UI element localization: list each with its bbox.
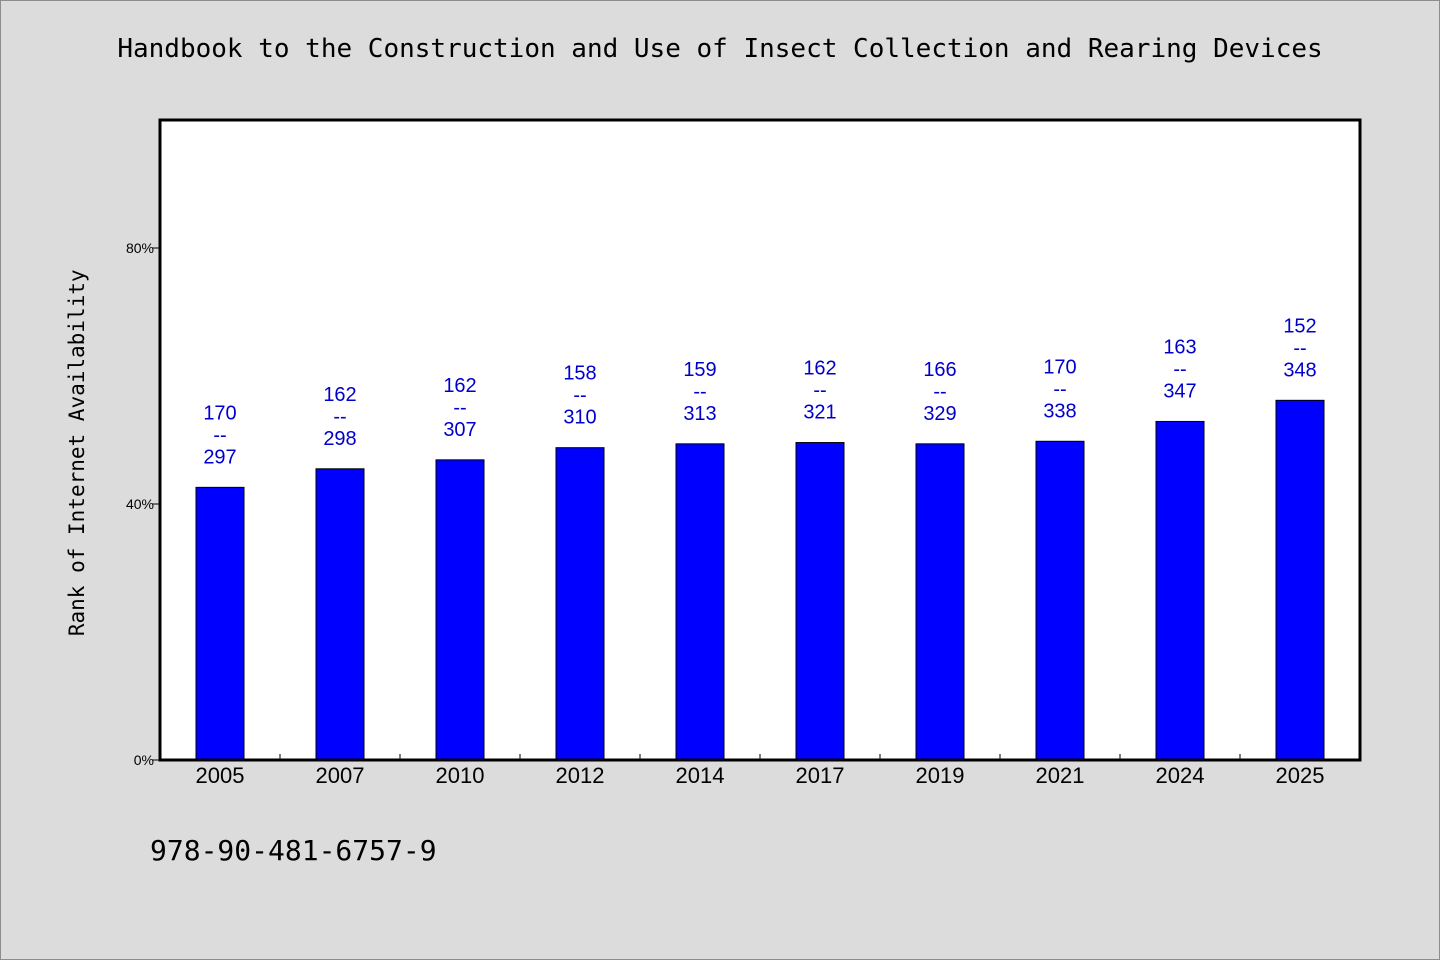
y-tick-label-0: 0% bbox=[134, 752, 154, 768]
data-label-2005-1: -- bbox=[213, 424, 226, 446]
data-label-2007-0: 162 bbox=[323, 384, 356, 406]
x-tick-label-2012: 2012 bbox=[556, 763, 605, 788]
data-label-2019-1: -- bbox=[933, 381, 946, 403]
data-label-2019-2: 329 bbox=[923, 403, 956, 425]
x-tick-label-2025: 2025 bbox=[1276, 763, 1325, 788]
x-tick-label-2005: 2005 bbox=[196, 763, 245, 788]
bar-2021 bbox=[1035, 440, 1085, 761]
bar-2007 bbox=[315, 468, 365, 761]
bar-2019 bbox=[915, 443, 965, 761]
data-label-2021-1: -- bbox=[1053, 378, 1066, 400]
data-label-2010-1: -- bbox=[453, 397, 466, 419]
data-label-2025-2: 348 bbox=[1283, 359, 1316, 381]
data-label-2012-0: 158 bbox=[563, 363, 596, 385]
data-label-2024-1: -- bbox=[1173, 358, 1186, 380]
y-axis-label: Rank of Internet Availability bbox=[65, 269, 89, 636]
bar-2024 bbox=[1155, 420, 1205, 761]
y-tick-label-80: 80% bbox=[126, 240, 154, 256]
isbn-text: 978-90-481-6757-9 bbox=[150, 834, 437, 867]
x-tick-label-2007: 2007 bbox=[316, 763, 365, 788]
data-label-2025-1: -- bbox=[1293, 337, 1306, 359]
x-tick-label-2017: 2017 bbox=[796, 763, 845, 788]
bar-2012 bbox=[555, 447, 605, 761]
data-label-2021-2: 338 bbox=[1043, 400, 1076, 422]
data-label-2010-0: 162 bbox=[443, 375, 476, 397]
data-label-2007-2: 298 bbox=[323, 428, 356, 450]
x-tick-label-2024: 2024 bbox=[1156, 763, 1205, 788]
data-label-2021-0: 170 bbox=[1043, 356, 1076, 378]
data-label-2010-2: 307 bbox=[443, 419, 476, 441]
plot-border bbox=[158, 118, 1362, 762]
data-label-2024-0: 163 bbox=[1163, 336, 1196, 358]
data-label-2014-2: 313 bbox=[683, 403, 716, 425]
data-label-2005-0: 170 bbox=[203, 402, 236, 424]
x-tick-label-2019: 2019 bbox=[916, 763, 965, 788]
data-label-2012-2: 310 bbox=[563, 407, 596, 429]
x-tick-label-2010: 2010 bbox=[436, 763, 485, 788]
data-label-2017-1: -- bbox=[813, 380, 826, 402]
bar-2014 bbox=[675, 443, 725, 761]
data-label-2014-1: -- bbox=[693, 381, 706, 403]
data-label-2005-2: 297 bbox=[203, 446, 236, 468]
bar-2017 bbox=[795, 442, 845, 761]
bar-2025 bbox=[1275, 399, 1325, 761]
data-label-2014-0: 159 bbox=[683, 359, 716, 381]
data-label-2019-0: 166 bbox=[923, 359, 956, 381]
x-tick-label-2014: 2014 bbox=[676, 763, 725, 788]
data-label-2024-2: 347 bbox=[1163, 380, 1196, 402]
bar-2005 bbox=[195, 486, 245, 761]
x-tick-label-2021: 2021 bbox=[1036, 763, 1085, 788]
data-label-2025-0: 152 bbox=[1283, 315, 1316, 337]
data-label-2017-2: 321 bbox=[803, 402, 836, 424]
bar-2010 bbox=[435, 459, 485, 761]
data-label-2007-1: -- bbox=[333, 406, 346, 428]
y-tick-label-40: 40% bbox=[126, 496, 154, 512]
data-label-2012-1: -- bbox=[573, 385, 586, 407]
data-label-2017-0: 162 bbox=[803, 358, 836, 380]
chart-title: Handbook to the Construction and Use of … bbox=[117, 34, 1323, 64]
